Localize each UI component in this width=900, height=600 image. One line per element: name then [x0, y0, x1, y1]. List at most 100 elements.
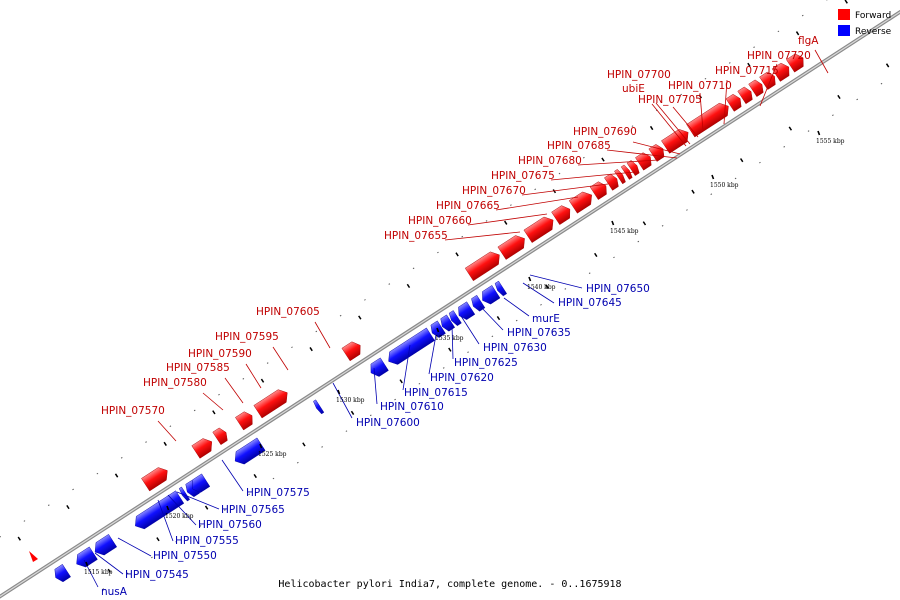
guide-tick [448, 347, 452, 352]
guide-dot [704, 77, 707, 80]
leader-line [157, 420, 177, 442]
leader-line [451, 324, 454, 360]
reverse-gene-arrow[interactable] [494, 280, 508, 297]
guide-tick [496, 316, 501, 321]
guide-tick [691, 189, 695, 194]
scale-tick [337, 389, 341, 395]
forward-gene-arrow[interactable] [568, 189, 596, 214]
guide-dot [613, 256, 615, 259]
guide-dot [680, 93, 682, 96]
scale-tick [259, 443, 263, 449]
reverse-gene-arrow[interactable] [447, 310, 462, 326]
gene-label: HPIN_07670 [462, 185, 526, 197]
gene-label: HPIN_07705 [638, 94, 702, 106]
forward-gene-arrow[interactable] [497, 232, 529, 260]
legend-reverse-label: Reverse [855, 27, 892, 37]
forward-gene-arrow[interactable] [614, 169, 626, 185]
reverse-gene-arrow[interactable] [367, 357, 389, 379]
leader-line [503, 297, 530, 317]
leader-line [221, 459, 244, 492]
gene-label: HPIN_07665 [436, 200, 500, 212]
forward-gene-arrow[interactable] [253, 386, 292, 419]
reverse-gene-arrow[interactable] [52, 564, 71, 584]
forward-gene-arrow[interactable] [620, 164, 633, 180]
forward-gene-arrow[interactable] [771, 61, 793, 82]
guide-tick [601, 157, 605, 162]
guide-tick [406, 283, 411, 289]
gene-label: HPIN_07595 [215, 331, 279, 343]
guide-dot [175, 540, 178, 543]
gene-label: HPIN_07655 [384, 230, 448, 242]
guide-dot [461, 235, 464, 238]
reverse-gene-arrow[interactable] [73, 546, 98, 570]
guide-dot [151, 556, 153, 559]
leader-line [522, 282, 555, 304]
leader-line [495, 196, 579, 211]
reverse-gene-arrow[interactable] [178, 486, 190, 502]
forward-gene-arrow[interactable] [551, 203, 574, 225]
leader-line [479, 305, 504, 331]
guide-dot [272, 477, 275, 480]
forward-gene-arrow[interactable] [626, 159, 641, 176]
forward-gene-arrow[interactable] [191, 435, 216, 459]
reverse-gene-arrow[interactable] [455, 301, 476, 322]
forward-gene-arrow[interactable] [464, 249, 503, 282]
gene-label: HPIN_07720 [747, 50, 811, 62]
guide-dot [631, 125, 634, 127]
forward-gene-arrow[interactable] [523, 214, 557, 243]
forward-gene-arrow[interactable] [737, 85, 755, 105]
guide-tick [885, 63, 890, 68]
reverse-gene-arrow[interactable] [478, 285, 501, 306]
reverse-gene-arrow[interactable] [231, 437, 266, 467]
guide-tick [253, 473, 257, 479]
guide-tick [594, 252, 598, 258]
guide-tick [107, 568, 112, 573]
reverse-gene-arrow[interactable] [312, 399, 325, 415]
guide-dot [223, 509, 226, 511]
guide-dot [169, 425, 172, 428]
reverse-gene-arrow[interactable] [385, 327, 435, 368]
guide-dot [777, 30, 780, 33]
forward-gene-arrow[interactable] [635, 151, 654, 171]
forward-gene-arrow[interactable] [686, 100, 733, 138]
scale-tick [528, 276, 532, 282]
guide-tick [17, 536, 22, 541]
forward-gene-arrow[interactable] [235, 409, 256, 431]
forward-gene-arrow[interactable] [212, 426, 230, 445]
leader-line [373, 367, 378, 405]
scale-tick-label: 1530 kbp [336, 397, 365, 404]
forward-gene-arrow[interactable] [786, 51, 807, 73]
reverse-gene-arrow[interactable] [131, 490, 185, 532]
reverse-gene-arrow[interactable] [438, 314, 456, 333]
guide-dot [296, 461, 299, 464]
forward-gene-arrow[interactable] [141, 464, 171, 492]
scale-tick-label: 1550 kbp [710, 182, 739, 189]
leader-line [167, 494, 197, 526]
reverse-gene-arrow[interactable] [188, 473, 211, 495]
gene-label: HPIN_07675 [491, 170, 555, 182]
guide-dot [661, 224, 664, 227]
reverse-gene-arrow[interactable] [91, 534, 118, 558]
leader-line [577, 159, 659, 166]
forward-gene-arrow[interactable] [341, 339, 364, 362]
gene-label: HPIN_07590 [188, 348, 252, 360]
guide-dot [345, 430, 348, 432]
guide-tick [350, 410, 355, 415]
forward-gene-arrow[interactable] [748, 78, 766, 97]
guide-dot [388, 283, 391, 285]
leader-line [117, 537, 152, 557]
guide-dot [588, 272, 591, 274]
scale-tick-label: 1555 kbp [816, 138, 845, 145]
leader-line [655, 102, 691, 145]
forward-gene-arrow[interactable] [589, 179, 610, 200]
forward-gene-arrow[interactable] [759, 70, 779, 90]
guide-dot [72, 488, 74, 491]
guide-dot [193, 409, 196, 412]
scale-tick [817, 130, 821, 136]
guide-dot [753, 46, 755, 48]
leader-line [428, 334, 437, 375]
forward-gene-arrow[interactable] [725, 92, 744, 112]
scale-tick-label: 1540 kbp [527, 284, 556, 291]
forward-gene-partial[interactable] [29, 551, 38, 562]
guide-dot [394, 398, 396, 401]
